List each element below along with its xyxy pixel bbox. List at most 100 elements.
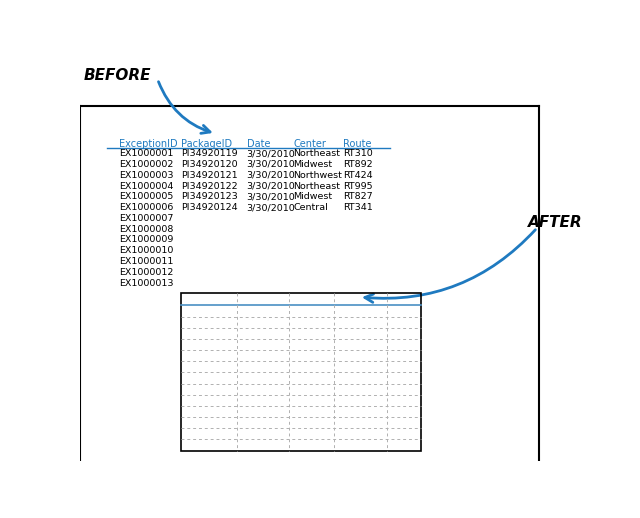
Text: PI34920123: PI34920123 [239,351,292,361]
Text: EX1000008: EX1000008 [119,225,173,234]
Text: PI34920128: PI34920128 [239,407,292,416]
Text: PackageID: PackageID [180,139,232,149]
Text: EX1000005: EX1000005 [183,351,235,361]
Text: EX1000005: EX1000005 [119,192,173,202]
Text: 3/30/2010: 3/30/2010 [292,373,338,383]
Text: 3/30/2010: 3/30/2010 [292,307,338,315]
Text: BEFORE: BEFORE [84,68,152,83]
Text: EX1000008: EX1000008 [183,385,235,394]
Text: Northeast: Northeast [293,149,340,158]
Text: PI34920131: PI34920131 [239,441,292,450]
Text: Northwest: Northwest [293,171,342,180]
Text: RT995: RT995 [390,340,418,349]
Text: PI34920120: PI34920120 [180,160,237,169]
Text: RT892: RT892 [390,318,418,327]
Text: 3/30/2010: 3/30/2010 [292,363,338,371]
Text: PI34920130: PI34920130 [239,429,292,438]
Text: PI34920119: PI34920119 [239,307,292,315]
Text: EX1000013: EX1000013 [183,441,235,450]
Text: Central: Central [293,203,328,212]
Text: Northeast: Northeast [338,307,383,315]
Text: RT995: RT995 [344,181,373,191]
Text: 3/30/2010: 3/30/2010 [246,160,296,169]
Text: 3/30/2010: 3/30/2010 [246,192,296,202]
Text: EX1000012: EX1000012 [119,268,173,277]
Text: Northeast: Northeast [293,181,340,191]
Text: EX1000013: EX1000013 [119,279,173,287]
Text: Date: Date [246,139,270,149]
Text: PI34920121: PI34920121 [180,171,237,180]
Text: RT940: RT940 [390,429,418,438]
Text: 3/30/2010: 3/30/2010 [292,340,338,349]
Text: EX1000007: EX1000007 [183,373,235,383]
Text: EX1000012: EX1000012 [183,429,235,438]
Text: 3/30/2010: 3/30/2010 [246,171,296,180]
Text: RT310: RT310 [390,307,418,315]
Text: Southwest: Southwest [337,407,385,416]
Text: Midwest: Midwest [342,318,380,327]
Text: PI34920125: PI34920125 [239,373,292,383]
Text: RT983: RT983 [390,396,418,405]
Text: RT424: RT424 [390,329,418,338]
Text: Southwest: Southwest [337,441,385,450]
Text: 3/30/2010: 3/30/2010 [246,203,296,212]
Text: RT341: RT341 [390,363,418,371]
Text: EX1000011: EX1000011 [119,257,173,266]
Text: RT310: RT310 [344,149,373,158]
Text: EX1000011: EX1000011 [183,418,235,427]
Text: EX1000010: EX1000010 [119,246,173,255]
Text: EX1000001: EX1000001 [183,307,235,315]
Text: South: South [348,429,374,438]
Text: Central: Central [344,373,377,383]
Text: RT277: RT277 [390,385,418,394]
Text: EX1000006: EX1000006 [119,203,173,212]
Text: Midwest: Midwest [342,351,380,361]
Text: South: South [348,396,374,405]
Text: Northeast: Northeast [338,340,383,349]
Bar [180,293,421,451]
Text: Central: Central [344,363,377,371]
Text: EX1000009: EX1000009 [119,235,173,244]
Text: EX1000002: EX1000002 [119,160,173,169]
Text: Midwest: Midwest [293,160,332,169]
Text: PI34920124: PI34920124 [239,363,292,371]
Text: PI34920129: PI34920129 [239,418,292,427]
Text: 3/30/2010: 3/30/2010 [292,318,338,327]
Text: EX1000007: EX1000007 [119,214,173,223]
Text: Route: Route [344,139,372,149]
Text: EX1000003: EX1000003 [183,329,235,338]
Text: RT751: RT751 [390,441,418,450]
Text: EX1000003: EX1000003 [119,171,173,180]
Text: Central: Central [344,385,377,394]
Text: PI34920122: PI34920122 [239,340,292,349]
Text: 3/31/2010: 3/31/2010 [292,407,338,416]
Text: Midwest: Midwest [293,192,332,202]
Text: 3/30/2010: 3/30/2010 [292,385,338,394]
Text: Route: Route [390,295,418,304]
Text: Northwest: Northwest [337,329,384,338]
Text: Center: Center [293,139,326,149]
Text: 3/31/2010: 3/31/2010 [292,418,338,427]
Text: PI34920123: PI34920123 [180,192,237,202]
Text: EX1000006: EX1000006 [183,363,235,371]
Text: EX1000004: EX1000004 [183,340,235,349]
Text: EX1000004: EX1000004 [119,181,173,191]
Text: PI34920127: PI34920127 [239,396,292,405]
Text: 3/30/2010: 3/30/2010 [292,351,338,361]
Text: EX1000010: EX1000010 [183,407,235,416]
Text: RT827: RT827 [344,192,373,202]
Bar [180,293,421,451]
Text: 3/30/2010: 3/30/2010 [292,329,338,338]
Text: RT892: RT892 [344,160,373,169]
Text: PI34920120: PI34920120 [239,318,292,327]
Text: South: South [348,418,374,427]
Text: RT424: RT424 [344,171,373,180]
Text: Center: Center [344,295,376,304]
Text: 3/30/2010: 3/30/2010 [246,149,296,158]
Text: RT341: RT341 [344,203,373,212]
Text: Date: Date [300,295,323,304]
Text: EX1000001: EX1000001 [119,149,173,158]
Text: 3/31/2010: 3/31/2010 [292,396,338,405]
Text: RT827: RT827 [390,407,418,416]
Text: 3/31/2010: 3/31/2010 [292,429,338,438]
